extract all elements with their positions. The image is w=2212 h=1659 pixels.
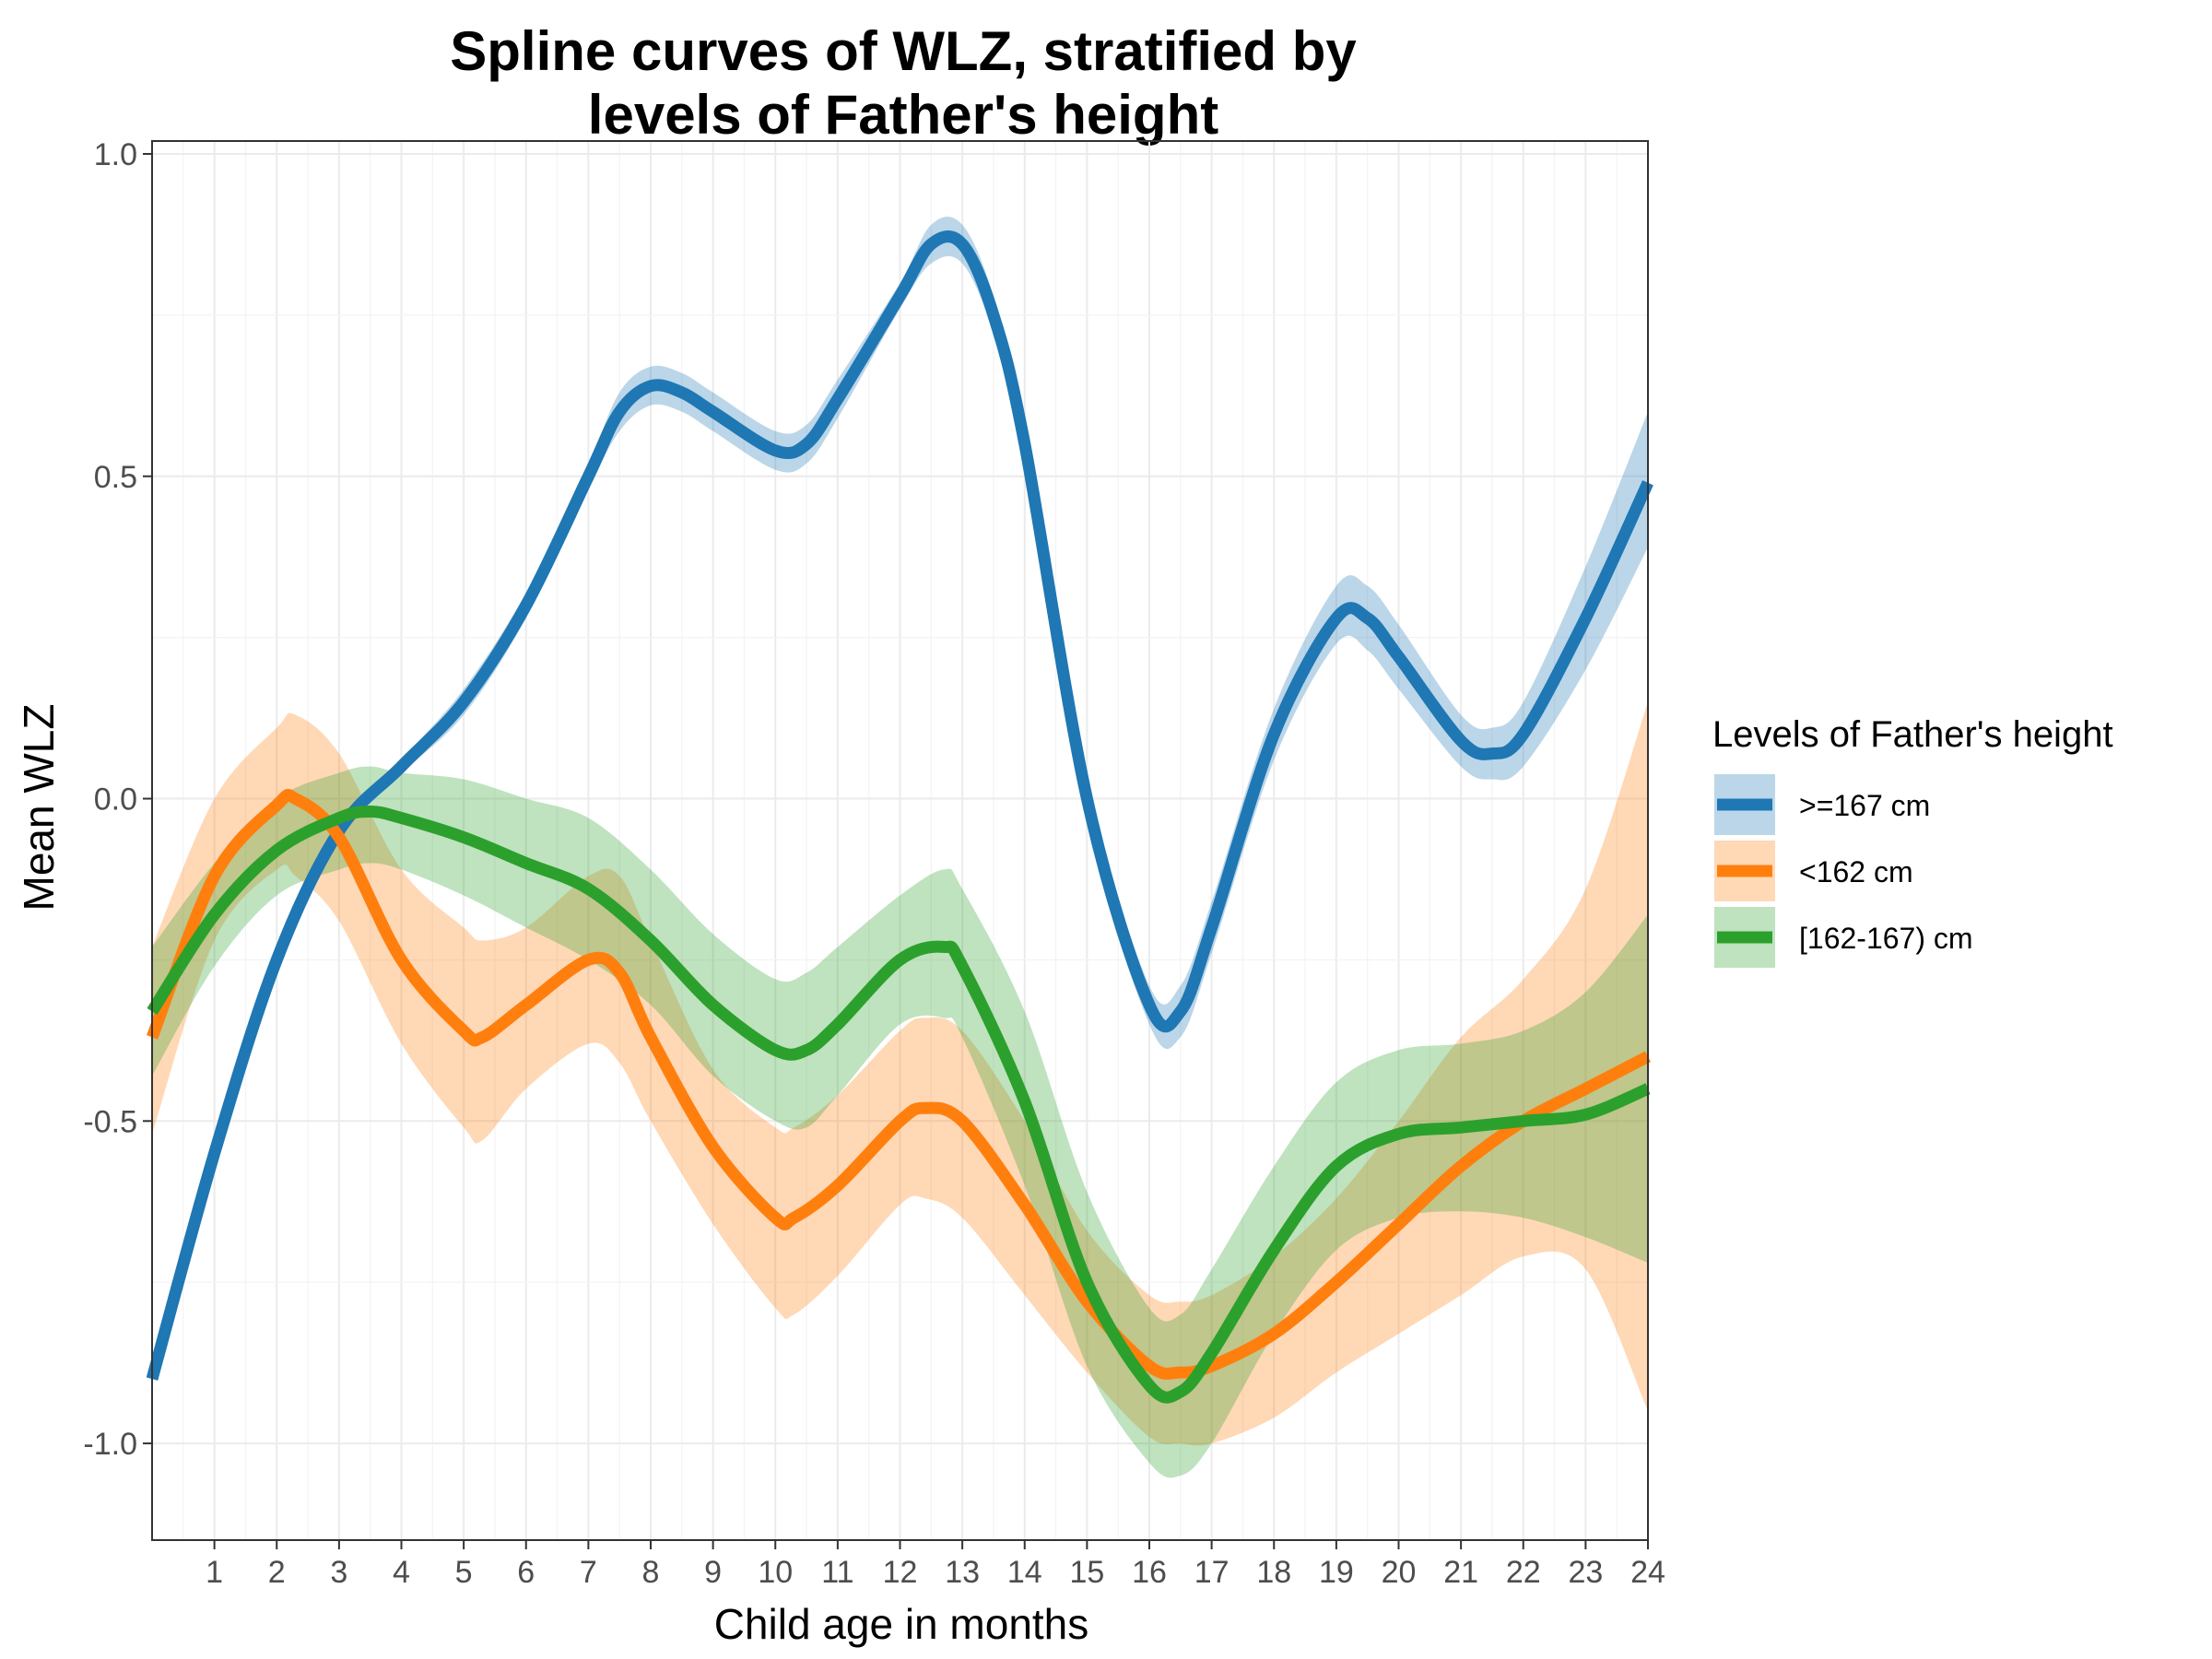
x-tick-label: 19 xyxy=(1319,1555,1354,1590)
x-tick-label: 14 xyxy=(1007,1555,1042,1590)
y-axis-title: Mean WLZ xyxy=(15,704,63,912)
x-axis-ticks: 1 2 3 4 5 6 7 8 9 10 11 12 13 14 15 16 17 18 19 20 21 22 23 24 xyxy=(206,1540,1665,1590)
x-tick-label: 22 xyxy=(1506,1555,1541,1590)
x-tick-label: 1 xyxy=(206,1555,223,1590)
x-axis-title: Child age in months xyxy=(714,1600,1089,1648)
x-tick-label: 9 xyxy=(704,1555,722,1590)
chart-title-line1: Spline curves of WLZ, stratified by xyxy=(450,20,1357,82)
x-tick-label: 4 xyxy=(393,1555,410,1590)
x-tick-label: 3 xyxy=(330,1555,347,1590)
x-tick-label: 17 xyxy=(1194,1555,1230,1590)
series-line-2 xyxy=(146,788,1652,1380)
y-tick-label: 1.0 xyxy=(94,137,137,172)
x-tick-label: 10 xyxy=(758,1555,793,1590)
confidence-band-series-3 xyxy=(152,766,1648,1478)
chart-title-line2: levels of Father's height xyxy=(588,84,1218,146)
legend-title: Levels of Father's height xyxy=(1712,714,2113,755)
x-tick-label: 20 xyxy=(1382,1555,1417,1590)
x-tick-label: 5 xyxy=(455,1555,473,1590)
x-tick-label: 15 xyxy=(1069,1555,1104,1590)
x-tick-label: 18 xyxy=(1256,1555,1291,1590)
legend-label: [162-167) cm xyxy=(1799,922,1973,955)
x-tick-label: 8 xyxy=(642,1555,660,1590)
legend-label: >=167 cm xyxy=(1799,789,1930,822)
y-tick-label: 0.0 xyxy=(94,782,137,818)
x-tick-label: 12 xyxy=(883,1555,918,1590)
x-tick-label: 24 xyxy=(1630,1555,1665,1590)
legend: Levels of Father's height >=167 cm <162 c… xyxy=(1712,714,2113,968)
x-tick-label: 16 xyxy=(1132,1555,1167,1590)
legend-items: >=167 cm <162 cm [162-167) cm xyxy=(1714,774,1973,968)
x-tick-label: 13 xyxy=(945,1555,980,1590)
legend-label: <162 cm xyxy=(1799,855,1913,888)
y-tick-label: 0.5 xyxy=(94,460,137,495)
series-line-1 xyxy=(146,230,1653,1381)
x-tick-label: 7 xyxy=(580,1555,597,1590)
series-line-3 xyxy=(147,806,1651,1404)
series-lines xyxy=(146,230,1653,1404)
x-tick-label: 23 xyxy=(1568,1555,1603,1590)
x-tick-label: 21 xyxy=(1443,1555,1478,1590)
x-tick-label: 6 xyxy=(517,1555,535,1590)
y-axis-ticks: 1.0 0.5 0.0 -0.5 -1.0 xyxy=(83,137,152,1462)
x-tick-label: 2 xyxy=(268,1555,286,1590)
x-tick-label: 11 xyxy=(821,1555,853,1590)
y-tick-label: -1.0 xyxy=(83,1427,137,1462)
y-tick-label: -0.5 xyxy=(83,1104,137,1139)
